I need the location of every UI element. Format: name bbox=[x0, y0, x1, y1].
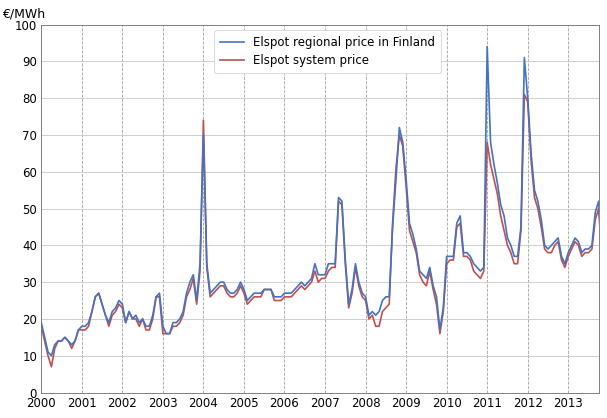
Legend: Elspot regional price in Finland, Elspot system price: Elspot regional price in Finland, Elspot… bbox=[214, 31, 441, 73]
Elspot system price bbox=[189, 276, 197, 281]
Elspot regional price in Finland bbox=[392, 176, 399, 181]
Elspot regional price in Finland bbox=[484, 44, 491, 49]
Elspot system price bbox=[38, 324, 45, 329]
Elspot system price bbox=[392, 166, 399, 171]
Text: €/MWh: €/MWh bbox=[2, 8, 46, 21]
Elspot regional price in Finland bbox=[189, 272, 197, 277]
Elspot regional price in Finland bbox=[48, 353, 55, 358]
Line: Elspot system price: Elspot system price bbox=[41, 94, 607, 367]
Elspot system price bbox=[48, 364, 55, 369]
Line: Elspot regional price in Finland: Elspot regional price in Finland bbox=[41, 47, 607, 356]
Elspot regional price in Finland bbox=[376, 309, 383, 314]
Elspot regional price in Finland bbox=[44, 349, 52, 354]
Elspot system price bbox=[521, 92, 528, 97]
Elspot regional price in Finland bbox=[38, 320, 45, 325]
Elspot system price bbox=[44, 353, 52, 358]
Elspot system price bbox=[376, 324, 383, 329]
